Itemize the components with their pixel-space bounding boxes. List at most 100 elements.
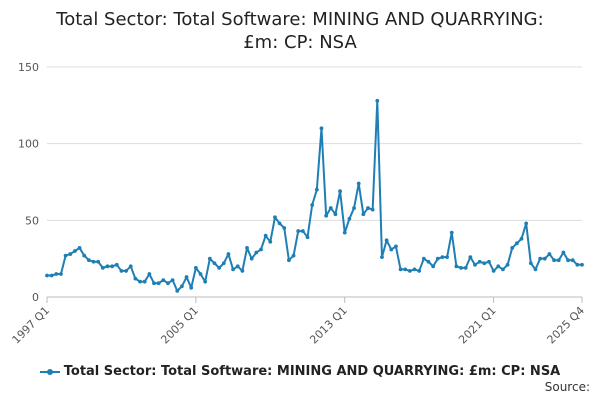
data-point[interactable] bbox=[296, 229, 301, 233]
data-point[interactable] bbox=[207, 256, 212, 261]
data-point[interactable] bbox=[319, 126, 324, 131]
data-point[interactable] bbox=[231, 267, 235, 272]
data-point[interactable] bbox=[175, 288, 180, 293]
data-point[interactable] bbox=[91, 259, 96, 264]
data-point[interactable] bbox=[203, 279, 208, 284]
data-point[interactable] bbox=[100, 265, 105, 270]
data-point[interactable] bbox=[538, 256, 543, 261]
data-point[interactable] bbox=[300, 229, 305, 233]
data-point[interactable] bbox=[514, 241, 519, 246]
data-point[interactable] bbox=[198, 272, 203, 276]
data-point[interactable] bbox=[468, 255, 473, 260]
data-point[interactable] bbox=[324, 213, 329, 218]
data-point[interactable] bbox=[342, 230, 347, 235]
data-point[interactable] bbox=[542, 256, 547, 261]
data-point[interactable] bbox=[482, 261, 487, 266]
data-point[interactable] bbox=[473, 262, 477, 267]
data-point[interactable] bbox=[240, 269, 245, 273]
data-point[interactable] bbox=[184, 275, 189, 279]
data-point[interactable] bbox=[366, 206, 370, 210]
data-point[interactable] bbox=[133, 276, 138, 281]
data-point[interactable] bbox=[505, 262, 510, 267]
data-point[interactable] bbox=[142, 279, 147, 284]
data-point[interactable] bbox=[128, 264, 133, 269]
data-point[interactable] bbox=[333, 212, 338, 217]
data-point[interactable] bbox=[282, 226, 287, 230]
data-point[interactable] bbox=[263, 233, 268, 238]
data-point[interactable] bbox=[398, 267, 403, 272]
data-point[interactable] bbox=[105, 264, 110, 269]
data-point[interactable] bbox=[180, 284, 184, 289]
data-point[interactable] bbox=[68, 252, 73, 256]
data-point[interactable] bbox=[328, 206, 333, 210]
data-point[interactable] bbox=[487, 259, 491, 264]
data-point[interactable] bbox=[389, 247, 394, 252]
data-point[interactable] bbox=[212, 261, 217, 266]
data-point[interactable] bbox=[407, 269, 412, 273]
data-point[interactable] bbox=[124, 269, 128, 273]
data-point[interactable] bbox=[119, 269, 124, 273]
data-point[interactable] bbox=[193, 265, 198, 270]
data-point[interactable] bbox=[375, 98, 380, 103]
data-point[interactable] bbox=[114, 262, 119, 267]
data-point[interactable] bbox=[580, 262, 584, 267]
data-point[interactable] bbox=[152, 281, 156, 286]
data-point[interactable] bbox=[166, 281, 170, 286]
data-point[interactable] bbox=[384, 238, 389, 243]
data-point[interactable] bbox=[189, 285, 194, 290]
data-point[interactable] bbox=[570, 258, 575, 263]
data-point[interactable] bbox=[403, 267, 408, 272]
data-point[interactable] bbox=[245, 246, 249, 250]
data-point[interactable] bbox=[156, 281, 161, 286]
data-point[interactable] bbox=[221, 261, 226, 266]
data-point[interactable] bbox=[380, 255, 384, 260]
data-point[interactable] bbox=[226, 252, 231, 256]
data-point[interactable] bbox=[361, 212, 366, 217]
data-point[interactable] bbox=[45, 273, 49, 278]
data-point[interactable] bbox=[59, 272, 63, 276]
data-point[interactable] bbox=[394, 244, 398, 249]
data-point[interactable] bbox=[287, 258, 291, 263]
data-point[interactable] bbox=[314, 187, 319, 192]
data-point[interactable] bbox=[305, 235, 310, 240]
data-point[interactable] bbox=[77, 246, 82, 250]
data-point[interactable] bbox=[412, 267, 417, 272]
data-point[interactable] bbox=[347, 216, 352, 221]
data-point[interactable] bbox=[170, 278, 175, 283]
data-point[interactable] bbox=[161, 278, 166, 283]
data-point[interactable] bbox=[491, 269, 496, 273]
data-point[interactable] bbox=[496, 264, 501, 269]
data-point[interactable] bbox=[440, 255, 445, 260]
data-point[interactable] bbox=[421, 256, 426, 261]
data-point[interactable] bbox=[49, 273, 54, 278]
data-point[interactable] bbox=[449, 230, 454, 235]
data-point[interactable] bbox=[477, 259, 482, 264]
data-point[interactable] bbox=[268, 239, 273, 244]
data-point[interactable] bbox=[138, 279, 142, 284]
data-point[interactable] bbox=[575, 262, 580, 267]
data-point[interactable] bbox=[533, 267, 538, 272]
data-point[interactable] bbox=[254, 250, 259, 255]
data-point[interactable] bbox=[445, 255, 449, 260]
data-point[interactable] bbox=[556, 258, 561, 263]
data-point[interactable] bbox=[566, 258, 570, 263]
data-point[interactable] bbox=[82, 253, 87, 258]
data-point[interactable] bbox=[370, 207, 375, 212]
data-point[interactable] bbox=[435, 256, 440, 261]
data-point[interactable] bbox=[552, 258, 556, 263]
data-point[interactable] bbox=[431, 264, 436, 269]
data-point[interactable] bbox=[147, 272, 152, 276]
data-point[interactable] bbox=[352, 206, 356, 210]
data-point[interactable] bbox=[338, 189, 342, 194]
data-point[interactable] bbox=[259, 247, 263, 252]
data-point[interactable] bbox=[426, 259, 431, 264]
data-point[interactable] bbox=[310, 203, 315, 207]
data-point[interactable] bbox=[249, 256, 254, 261]
data-point[interactable] bbox=[73, 249, 77, 253]
data-point[interactable] bbox=[501, 267, 505, 272]
data-point[interactable] bbox=[561, 250, 566, 255]
legend[interactable]: Total Sector: Total Software: MINING AND… bbox=[0, 364, 600, 379]
data-point[interactable] bbox=[510, 246, 515, 250]
data-point[interactable] bbox=[417, 269, 422, 273]
data-point[interactable] bbox=[547, 252, 552, 256]
